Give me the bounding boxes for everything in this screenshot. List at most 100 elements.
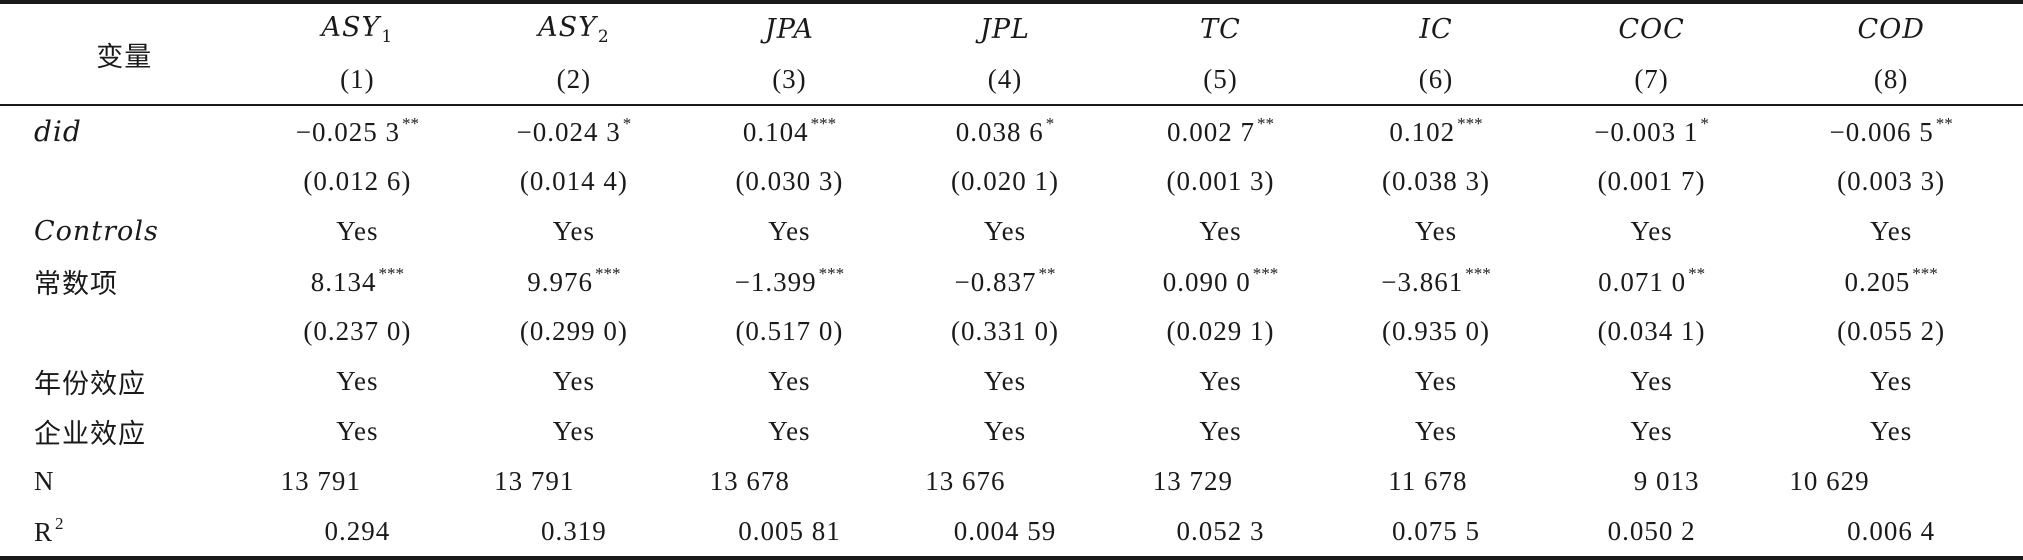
controls-val-2: Yes [552,215,596,246]
header-col-4: JPL [897,0,1113,54]
const-coef-7-value: 0.071 0 [1598,267,1687,297]
did-se-8: (0.003 3) [1837,165,1946,196]
firm-fe-4: Yes [983,415,1027,446]
const-coef-6-value: −3.861 [1381,267,1464,297]
r2-label-sup: 2 [55,514,65,533]
did-se-3: (0.030 3) [735,165,844,196]
const-se-6: (0.935 0) [1382,315,1491,346]
const-coef-2-stars: *** [595,264,621,283]
const-coef-5-value: 0.090 0 [1162,267,1251,297]
header-col-2: ASY2 [466,0,682,54]
n-val-3: 13 678 [709,465,790,496]
controls-val-8: Yes [1870,215,1913,246]
const-coef-8-stars: *** [1912,264,1938,283]
did-se-2: (0.014 4) [519,165,628,196]
row-controls: Controls Yes Yes Yes Yes Yes Yes Yes Yes [0,206,2023,256]
controls-val-6: Yes [1414,215,1458,246]
col-7-name: COC [1618,13,1685,45]
col-4-number: (4) [987,63,1023,94]
col-4-name: JPL [980,13,1030,45]
did-coef-3: 0.104 *** [681,104,898,156]
firm-fe-7: Yes [1630,415,1673,446]
r2-val-6: 0.075 5 [1328,506,1544,560]
col-6-number: (6) [1418,63,1454,94]
row-n: N 13 791 13 791 13 678 13 676 13 729 11 … [0,456,2023,506]
r2-val-7: 0.050 2 [1543,506,1760,560]
r2-val-2: 0.319 [466,506,682,560]
controls-val-3: Yes [768,215,811,246]
did-coef-5-stars: ** [1257,114,1274,133]
did-se-1: (0.012 6) [303,165,412,196]
controls-val-5: Yes [1199,215,1242,246]
const-coef-6: −3.861 *** [1328,256,1544,306]
did-coef-6: 0.102 *** [1328,104,1544,156]
header-col-6: IC [1328,0,1544,54]
did-coef-5: 0.002 7 ** [1112,104,1329,156]
col-5-number: (5) [1203,63,1238,94]
did-coef-4-value: 0.038 6 [955,117,1044,147]
did-coef-4-stars: * [1045,114,1055,133]
did-coef-7-stars: * [1700,114,1709,133]
did-coef-2: −0.024 3 * [466,104,682,156]
did-coef-6-value: 0.102 [1389,117,1456,147]
col-1-sub: 1 [381,26,394,47]
n-val-5: 13 729 [1152,465,1233,496]
const-se-7: (0.034 1) [1597,315,1706,346]
n-val-7: 9 013 [1633,465,1700,496]
const-coef-8-value: 0.205 [1844,267,1911,297]
const-coef-4: −0.837 ** [897,256,1113,306]
row-did-se-label [0,156,249,206]
firm-fe-6: Yes [1414,415,1458,446]
did-coef-7-value: −0.003 1 [1594,117,1699,147]
did-coef-5-value: 0.002 7 [1167,117,1255,147]
did-coef-3-value: 0.104 [742,117,809,147]
const-coef-5: 0.090 0 *** [1113,256,1329,306]
const-coef-6-stars: *** [1465,264,1491,283]
n-val-6: 11 678 [1388,465,1468,496]
did-coef-2-value: −0.024 3 [516,117,621,147]
const-coef-8: 0.205 *** [1759,256,2023,306]
header-variable-label: 变量 [0,0,249,105]
year-fe-4: Yes [983,365,1027,396]
firm-fe-8: Yes [1870,415,1913,446]
const-coef-3-value: −1.399 [734,267,817,297]
row-controls-label: Controls [34,215,159,247]
did-coef-3-stars: *** [810,114,837,133]
col-2-sub: 2 [597,26,610,47]
header-row-names: 变量 ASY1 ASY2 JPA JPL TC IC COC COD [0,0,2023,105]
row-constant-se-label [0,306,249,356]
header-col-7: COC [1543,0,1760,54]
year-fe-8: Yes [1870,365,1913,396]
n-val-4: 13 676 [925,465,1006,496]
did-coef-8: −0.006 5 ** [1759,104,2023,156]
const-coef-2: 9.976 *** [466,256,682,306]
did-se-7: (0.001 7) [1597,165,1706,196]
header-col-5: TC [1112,0,1329,54]
did-coef-2-stars: * [622,114,632,133]
year-fe-6: Yes [1414,365,1458,396]
col-7-number: (7) [1634,63,1669,94]
row-year-fe-label: 年份效应 [34,368,146,400]
const-se-3: (0.517 0) [735,315,844,346]
r2-label-text: R [34,517,54,547]
const-se-2: (0.299 0) [519,315,628,346]
did-coef-8-stars: ** [1935,114,1953,133]
row-n-label: N [34,465,55,496]
year-fe-3: Yes [768,365,811,396]
const-se-4: (0.331 0) [950,315,1059,346]
const-se-8: (0.055 2) [1837,315,1946,346]
year-fe-1: Yes [336,365,379,396]
did-coef-8-value: −0.006 5 [1829,117,1934,147]
did-coef-7: −0.003 1 * [1543,104,1760,156]
controls-val-1: Yes [336,215,379,246]
const-se-1: (0.237 0) [303,315,412,346]
col-3-number: (3) [772,63,807,94]
n-val-8: 10 629 [1789,465,1870,496]
col-5-name: TC [1200,13,1241,45]
row-did-coef: did −0.025 3 ** −0.024 3 * 0.104 *** 0.038 … [0,104,2023,156]
firm-fe-2: Yes [552,415,596,446]
did-coef-6-stars: *** [1457,114,1483,133]
did-se-5: (0.001 3) [1166,165,1275,196]
